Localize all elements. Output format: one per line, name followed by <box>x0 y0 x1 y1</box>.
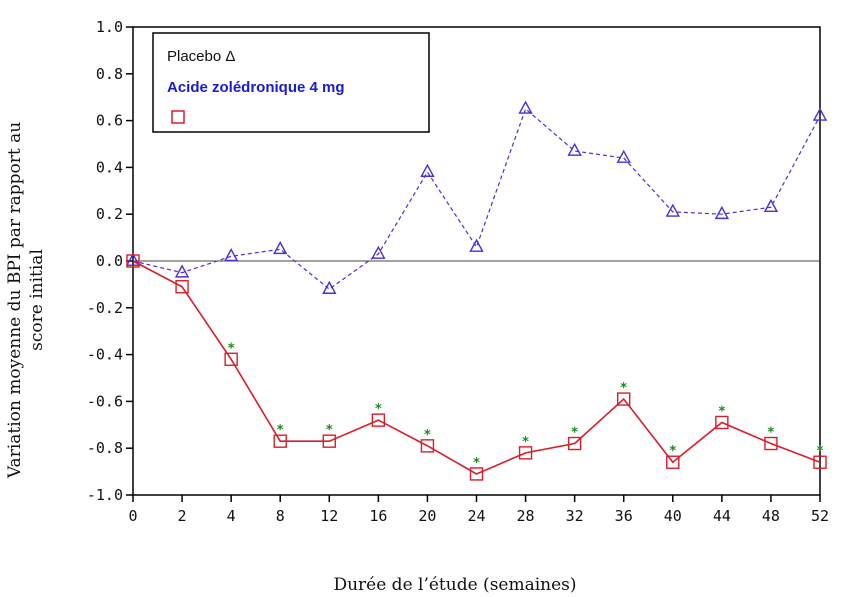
y-tick-label: -1.0 <box>87 486 123 504</box>
square-marker <box>126 254 140 268</box>
x-tick-label: 28 <box>517 507 535 525</box>
square-marker <box>322 434 336 448</box>
y-tick-label: -0.6 <box>87 392 123 410</box>
x-tick-label: 48 <box>762 507 780 525</box>
y-tick-label: 0.0 <box>96 252 123 270</box>
series-layer: * * * * * * * * * * * * * <box>125 100 828 481</box>
y-tick-label: -0.8 <box>87 439 123 457</box>
triangle-marker <box>518 100 533 114</box>
triangle-marker <box>174 264 190 278</box>
square-marker <box>224 352 238 366</box>
x-tick-label: 4 <box>227 507 236 525</box>
square-marker <box>469 467 484 481</box>
x-tick-label: 2 <box>178 507 187 525</box>
square-marker <box>518 446 533 460</box>
series-1 <box>125 100 828 294</box>
series-line <box>132 260 821 475</box>
significance-star: * <box>228 341 235 356</box>
significance-star: * <box>424 428 431 443</box>
triangle-marker <box>763 198 779 213</box>
x-tick-label: 16 <box>369 507 387 525</box>
y-axis-title-line-1: Variation moyenne du BPI par rapport au <box>5 122 25 479</box>
y-axis-title: Variation moyenne du BPI par rapport au … <box>5 122 47 479</box>
significance-star: * <box>620 381 627 396</box>
y-tick-label: -0.4 <box>87 346 123 364</box>
significance-star: * <box>817 444 824 459</box>
square-marker <box>567 436 582 451</box>
x-tick-label: 20 <box>418 507 436 525</box>
legend: Placebo Δ Acide zolédronique 4 mg <box>152 32 430 133</box>
y-tick-label: -0.2 <box>87 299 123 317</box>
significance-star: * <box>375 402 382 417</box>
series-2: * * * * * * * * * * * * * <box>126 254 827 481</box>
square-marker <box>813 455 827 469</box>
significance-star: * <box>768 426 775 441</box>
x-tick-label: 36 <box>615 507 633 525</box>
x-tick-label: 32 <box>566 507 584 525</box>
x-axis-title: Durée de l’étude (semaines) <box>333 575 576 595</box>
square-marker <box>715 415 729 430</box>
square-marker <box>617 392 631 406</box>
square-marker <box>175 280 189 294</box>
x-tick-label: 0 <box>128 507 137 525</box>
y-tick-label: 0.8 <box>96 65 123 83</box>
legend-line-2: Acide zolédronique 4 mg <box>167 79 345 96</box>
triangle-marker <box>567 142 582 156</box>
y-axis-title-line-2: score initial <box>27 249 47 351</box>
triangle-marker <box>322 280 337 294</box>
x-tick-label: 44 <box>713 507 731 525</box>
triangle-marker <box>223 248 239 262</box>
triangle-marker <box>371 245 386 259</box>
axes: 1.0 0.8 0.6 0.4 0.2 0.0 -0.2 -0.4 -0.6 -0.8 -1.0 0 2… <box>87 18 829 525</box>
y-tick-label: 0.4 <box>96 158 123 176</box>
x-tick-label: 52 <box>811 507 829 525</box>
legend-box <box>152 32 430 133</box>
triangle-marker <box>420 163 435 177</box>
y-tick-label: 1.0 <box>96 18 123 36</box>
significance-star: * <box>571 426 578 441</box>
significance-star: * <box>669 444 676 459</box>
legend-line-1: Placebo Δ <box>167 48 235 65</box>
triangle-marker <box>812 107 828 121</box>
square-marker <box>273 434 287 448</box>
square-marker <box>420 439 435 453</box>
square-marker <box>666 455 680 469</box>
x-tick-label: 12 <box>320 507 338 525</box>
triangle-marker <box>125 252 141 266</box>
x-tick-label: 40 <box>664 507 682 525</box>
y-tick-label: 0.2 <box>96 205 123 223</box>
legend-square-marker <box>171 110 185 124</box>
x-tick-label: 8 <box>276 507 285 525</box>
triangle-marker <box>273 241 288 255</box>
square-marker <box>371 413 386 427</box>
significance-star: * <box>718 404 725 419</box>
triangle-marker <box>665 203 680 217</box>
series-line <box>132 107 821 290</box>
significance-star: * <box>277 423 284 438</box>
significance-star: * <box>473 456 480 471</box>
y-tick-label: 0.6 <box>96 112 123 130</box>
x-tick-label: 24 <box>467 507 485 525</box>
triangle-marker <box>469 238 484 252</box>
triangle-marker <box>714 205 730 220</box>
significance-star: * <box>326 423 333 438</box>
significance-star: * <box>522 435 529 450</box>
square-marker <box>764 436 778 451</box>
triangle-marker <box>616 149 631 163</box>
